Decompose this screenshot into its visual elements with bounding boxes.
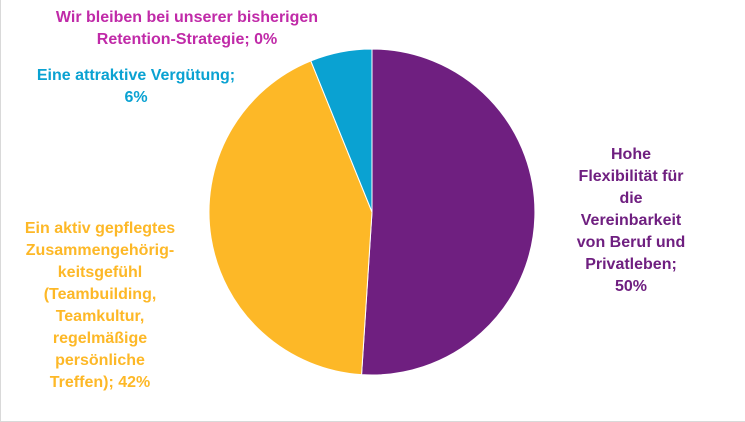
slice-label-team-spirit: Ein aktiv gepflegtes Zusammengehörig- ke…	[24, 220, 176, 391]
pie-slices	[208, 48, 536, 376]
slice-label-retention-strategy: Wir bleiben bei unserer bisherigen Reten…	[55, 9, 319, 48]
pie-slice-team-spirit	[208, 60, 373, 376]
slice-label-compensation: Eine attraktive Vergütung; 6%	[36, 67, 236, 106]
frame-left-border	[0, 0, 1, 422]
pie-slice-flexibility	[361, 48, 536, 376]
pie-slice-compensation	[310, 48, 373, 213]
slice-label-flexibility: Hohe Flexibilität für die Vereinbarkeit …	[576, 146, 686, 295]
